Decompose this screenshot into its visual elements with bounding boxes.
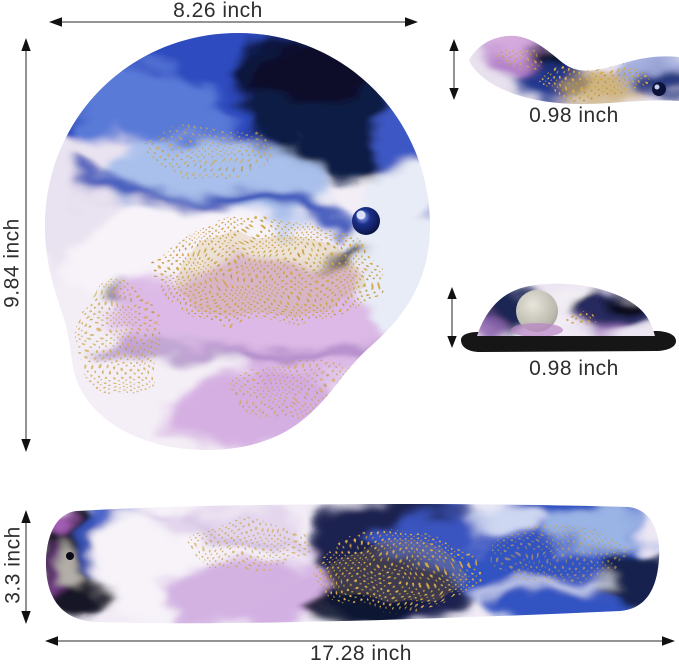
end-view-dome	[477, 283, 655, 336]
paint-vein	[467, 575, 627, 604]
end-view-base-bar	[461, 331, 676, 352]
glossy-dot-edge	[652, 82, 666, 96]
paint-blob	[49, 554, 79, 590]
glitter-patch	[150, 125, 270, 175]
glitter-patch	[230, 360, 370, 420]
arrow-head-right	[662, 636, 675, 646]
glitter-patch	[571, 313, 599, 327]
pad-thickness-arrow	[449, 39, 459, 100]
marble-paint	[477, 283, 655, 336]
paint-blob	[45, 510, 68, 546]
glossy-dot-small	[66, 552, 74, 560]
arrow-head-right	[405, 17, 418, 27]
glitter-patch	[536, 66, 656, 98]
glitter-patch	[190, 520, 310, 570]
keyboard-rest-depth-arrow	[21, 510, 31, 624]
arrow-head-bottom	[447, 336, 457, 348]
arrow-head-bottom	[21, 611, 31, 624]
keyboard-rest-length-arrow	[45, 636, 675, 646]
wrist-rest-thickness-arrow	[447, 287, 457, 348]
paint-blob	[230, 33, 370, 110]
pad-thickness-label: 0.98 inch	[529, 104, 619, 127]
keyboard-wrist-rest-view	[45, 503, 660, 624]
arrow-head-top	[449, 39, 459, 51]
mouse-pad-top-view	[45, 33, 430, 451]
paint-blob	[165, 560, 335, 624]
gold-glitter	[190, 520, 630, 610]
glossy-dot-highlight	[356, 210, 366, 220]
pad-width-label: 8.26 inch	[173, 0, 263, 22]
gold-glitter	[571, 313, 599, 327]
arrow-head-top	[21, 510, 31, 523]
paint-blob	[612, 286, 652, 310]
paint-blob	[511, 323, 563, 336]
glossy-dot	[352, 207, 380, 235]
arrow-head-left	[45, 636, 58, 646]
wrist-rest-end-view	[461, 283, 676, 352]
glossy-dot-edge-highlight	[654, 84, 660, 90]
glitter-glow	[325, 542, 465, 602]
glitter-patch	[80, 280, 160, 400]
pad-height-label: 9.84 inch	[0, 218, 24, 308]
arrow-head-left	[49, 17, 62, 27]
paint-vein	[64, 159, 356, 241]
arrow-head-top	[447, 287, 457, 299]
arrow-head-bottom	[21, 439, 31, 452]
arrow-head-top	[21, 38, 31, 51]
keyboard-rest-depth-label: 3.3 inch	[1, 526, 25, 604]
keyboard-rest-length-label: 17.28 inch	[310, 642, 412, 664]
glitter-patch	[490, 525, 630, 585]
paint-blob	[605, 550, 660, 620]
wrist-rest-thickness-label: 0.98 inch	[529, 357, 619, 380]
paint-blob	[460, 505, 550, 535]
glitter-patch	[498, 48, 542, 72]
mouse-pad-side-view	[469, 35, 679, 105]
pad-height-arrow	[21, 38, 31, 452]
pad-width-arrow	[49, 17, 418, 27]
glitter-glow	[170, 235, 360, 319]
memory-foam-bubble	[516, 290, 558, 332]
gold-glitter	[498, 48, 656, 98]
arrow-head-bottom	[449, 88, 459, 100]
